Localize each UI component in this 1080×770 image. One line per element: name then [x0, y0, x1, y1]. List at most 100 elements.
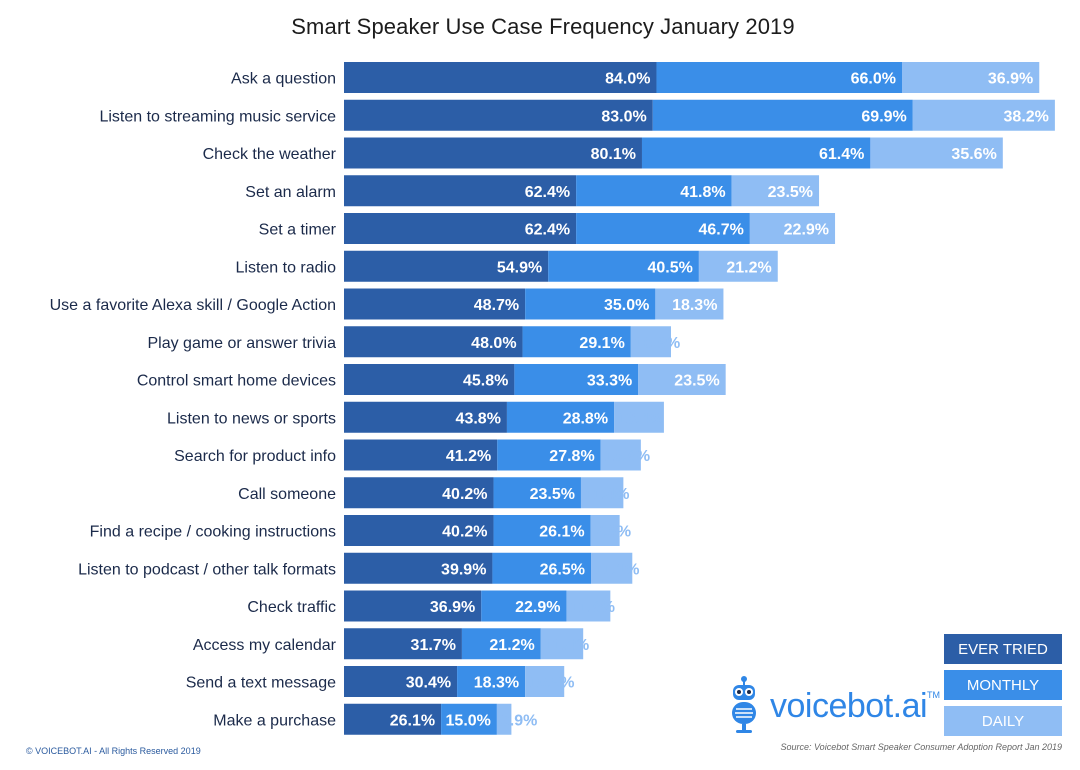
bar-value-label: 38.2%	[1004, 108, 1049, 125]
category-label: Listen to radio	[235, 259, 336, 276]
bar-value-label: 62.4%	[525, 184, 570, 201]
bar-daily	[902, 62, 1040, 93]
bar-value-label: 18.3%	[474, 675, 519, 692]
bar-monthly	[457, 666, 526, 697]
bar-ever-tried	[344, 326, 523, 358]
bar-value-label: 10.5%	[529, 675, 574, 692]
category-label: Call someone	[238, 486, 336, 503]
bar-value-label: 35.6%	[951, 146, 996, 163]
bar-value-label: 43.8%	[456, 410, 501, 427]
bar-monthly	[481, 590, 567, 622]
bar-value-label: 23.5%	[674, 373, 719, 390]
category-label: Listen to streaming music service	[99, 108, 336, 125]
robot-microphone-icon	[732, 676, 756, 733]
bar-value-label: 40.2%	[442, 524, 487, 541]
bar-value-label: 33.3%	[587, 373, 632, 390]
category-label: Check the weather	[203, 146, 337, 163]
bar-value-label: 40.5%	[648, 259, 693, 276]
bar-value-label: 61.4%	[819, 146, 864, 163]
bar-daily	[580, 477, 624, 509]
bar-value-label: 11.8%	[570, 599, 614, 616]
logo-trademark: TM	[927, 690, 941, 700]
category-label: Check traffic	[247, 599, 336, 616]
bar-value-label: 54.9%	[497, 259, 542, 276]
bar-monthly	[493, 515, 591, 546]
bar-monthly	[525, 288, 656, 320]
bar-daily	[698, 250, 778, 282]
bar-value-label: 48.0%	[471, 335, 516, 352]
bar-value-label: 10.8%	[635, 335, 680, 352]
bar-daily	[540, 628, 584, 660]
bar-ever-tried	[344, 515, 494, 546]
bar-daily	[600, 439, 641, 471]
legend: EVER TRIED MONTHLY DAILY	[944, 634, 1062, 742]
bar-value-label: 18.3%	[672, 297, 717, 314]
bar-ever-tried	[344, 99, 653, 131]
category-label: Send a text message	[186, 675, 336, 692]
bar-daily	[591, 552, 633, 584]
bar-monthly	[576, 213, 750, 244]
category-label: Control smart home devices	[137, 373, 336, 390]
bar-ever-tried	[344, 590, 482, 622]
copyright-notice: © VOICEBOT.AI - All Rights Reserved 2019	[26, 746, 201, 756]
logo-text: voicebot.ai	[770, 686, 928, 725]
bar-value-label: 7.8%	[595, 524, 631, 541]
category-label: Make a purchase	[213, 712, 336, 729]
bar-value-label: 80.1%	[591, 146, 636, 163]
bar-value-label: 30.4%	[406, 675, 451, 692]
legend-item-daily: DAILY	[944, 706, 1062, 736]
bar-monthly	[506, 401, 615, 433]
bar-monthly	[493, 477, 581, 509]
category-label: Ask a question	[231, 71, 336, 88]
bar-daily	[655, 288, 724, 320]
bar-monthly	[497, 439, 601, 471]
bar-value-label: 29.1%	[579, 335, 624, 352]
bar-value-label: 11.4%	[545, 637, 589, 654]
bar-value-label: 26.1%	[390, 712, 435, 729]
category-label: Search for product info	[174, 448, 336, 465]
bar-value-label: 26.5%	[540, 561, 585, 578]
bar-value-label: 21.2%	[489, 637, 534, 654]
category-label: Play game or answer trivia	[147, 335, 336, 352]
bar-ever-tried	[344, 401, 507, 433]
bar-value-label: 46.7%	[698, 222, 743, 239]
bar-daily	[749, 213, 836, 244]
bar-value-label: 31.7%	[411, 637, 456, 654]
bar-ever-tried	[344, 62, 657, 93]
bar-value-label: 23.5%	[530, 486, 575, 503]
bar-monthly	[492, 552, 592, 584]
bar-value-label: 11.1%	[595, 561, 639, 578]
bar-value-label: 40.2%	[442, 486, 487, 503]
category-label: Listen to news or sports	[167, 410, 336, 427]
source-note: Source: Voicebot Smart Speaker Consumer …	[780, 742, 1063, 752]
category-label: Find a recipe / cooking instructions	[90, 524, 336, 541]
bar-monthly	[576, 175, 732, 207]
legend-item-monthly: MONTHLY	[944, 670, 1062, 700]
bar-ever-tried	[344, 477, 494, 509]
bar-ever-tried	[344, 137, 642, 169]
bar-ever-tried	[344, 552, 493, 584]
bar-ever-tried	[344, 628, 462, 660]
category-label: Set an alarm	[245, 184, 336, 201]
bar-value-label: 15.0%	[446, 712, 491, 729]
bar-value-label: 36.9%	[988, 71, 1033, 88]
bar-value-label: 35.0%	[604, 297, 649, 314]
bar-daily	[496, 703, 512, 735]
category-label: Use a favorite Alexa skill / Google Acti…	[50, 297, 336, 314]
legend-item-ever-tried: EVER TRIED	[944, 634, 1062, 664]
bar-value-label: 84.0%	[605, 71, 650, 88]
category-label: Access my calendar	[193, 637, 337, 654]
bar-ever-tried	[344, 213, 577, 244]
bar-value-label: 3.9%	[501, 712, 537, 729]
bar-value-label: 36.9%	[430, 599, 475, 616]
bar-value-label: 22.9%	[515, 599, 560, 616]
bar-value-label: 13.4%	[618, 410, 663, 427]
bar-value-label: 48.7%	[474, 297, 519, 314]
bar-monthly	[514, 364, 639, 395]
bar-value-label: 26.1%	[539, 524, 584, 541]
bar-monthly	[441, 703, 497, 735]
bar-ever-tried	[344, 364, 515, 395]
bar-ever-tried	[344, 666, 458, 697]
bar-monthly	[461, 628, 541, 660]
